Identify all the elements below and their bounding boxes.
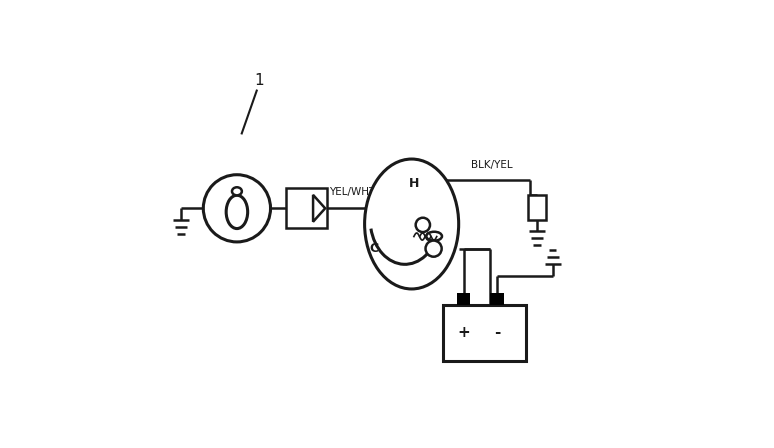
Bar — [286, 188, 327, 228]
Text: C: C — [369, 242, 378, 255]
Circle shape — [426, 241, 442, 257]
Polygon shape — [313, 195, 325, 222]
Bar — [443, 305, 526, 361]
Text: +: + — [457, 325, 470, 340]
Circle shape — [416, 218, 430, 232]
Bar — [528, 195, 546, 220]
Text: H: H — [409, 177, 419, 190]
Ellipse shape — [226, 195, 248, 228]
Ellipse shape — [232, 187, 241, 195]
Bar — [490, 293, 504, 305]
Bar — [457, 293, 471, 305]
Text: -: - — [494, 325, 500, 340]
Text: YEL/WHT: YEL/WHT — [329, 187, 375, 197]
Text: 1: 1 — [255, 73, 264, 88]
Circle shape — [204, 175, 271, 242]
Ellipse shape — [365, 159, 459, 289]
Text: BLK/YEL: BLK/YEL — [471, 160, 513, 170]
Ellipse shape — [426, 232, 442, 241]
